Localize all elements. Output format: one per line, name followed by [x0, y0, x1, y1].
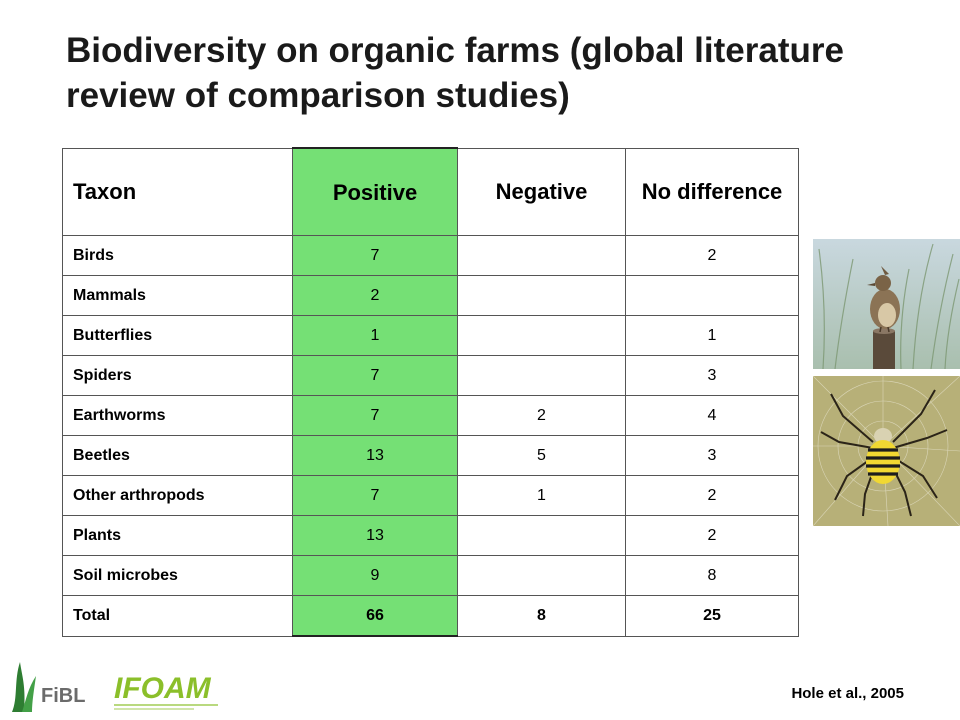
- fibl-logo: FiBL: [8, 658, 92, 714]
- table-row: Soil microbes 9 8: [62, 555, 799, 596]
- negative-cell: [457, 355, 626, 396]
- no-difference-cell: 2: [625, 515, 799, 556]
- no-difference-cell: 3: [625, 435, 799, 476]
- total-positive: 66: [292, 595, 458, 637]
- citation: Hole et al., 2005: [791, 685, 904, 702]
- no-difference-cell: 8: [625, 555, 799, 596]
- total-negative: 8: [457, 595, 626, 637]
- total-row: Total 66 8 25: [62, 595, 799, 637]
- header-positive: Positive: [292, 147, 458, 236]
- bird-photo: [813, 239, 960, 369]
- positive-cell: 7: [292, 475, 458, 516]
- header-no-difference: No difference: [625, 147, 799, 236]
- negative-cell: 1: [457, 475, 626, 516]
- positive-cell: 7: [292, 235, 458, 276]
- slide-title: Biodiversity on organic farms (global li…: [66, 31, 844, 115]
- negative-cell: [457, 315, 626, 356]
- taxon-cell: Butterflies: [62, 315, 293, 356]
- table-row: Earthworms 7 2 4: [62, 395, 799, 436]
- no-difference-cell: 2: [625, 475, 799, 516]
- no-difference-cell: [625, 275, 799, 316]
- no-difference-cell: 4: [625, 395, 799, 436]
- negative-cell: [457, 555, 626, 596]
- no-difference-cell: 1: [625, 315, 799, 356]
- biodiversity-table: Taxon Positive Negative No difference Bi…: [62, 147, 799, 637]
- negative-cell: 2: [457, 395, 626, 436]
- negative-cell: [457, 515, 626, 556]
- table-row: Other arthropods 7 1 2: [62, 475, 799, 516]
- table-row: Spiders 7 3: [62, 355, 799, 396]
- taxon-cell: Beetles: [62, 435, 293, 476]
- positive-cell: 9: [292, 555, 458, 596]
- header-taxon: Taxon: [62, 147, 293, 236]
- table-row: Mammals 2: [62, 275, 799, 316]
- positive-cell: 1: [292, 315, 458, 356]
- negative-cell: 5: [457, 435, 626, 476]
- taxon-cell: Mammals: [62, 275, 293, 316]
- negative-cell: [457, 235, 626, 276]
- taxon-cell: Earthworms: [62, 395, 293, 436]
- table-row: Plants 13 2: [62, 515, 799, 556]
- taxon-cell: Plants: [62, 515, 293, 556]
- table-header-row: Taxon Positive Negative No difference: [62, 147, 799, 236]
- positive-cell: 13: [292, 515, 458, 556]
- taxon-cell: Spiders: [62, 355, 293, 396]
- table-row: Butterflies 1 1: [62, 315, 799, 356]
- positive-cell: 13: [292, 435, 458, 476]
- negative-cell: [457, 275, 626, 316]
- svg-text:IFOAM: IFOAM: [114, 672, 212, 705]
- svg-text:FiBL: FiBL: [41, 685, 85, 707]
- positive-cell: 7: [292, 395, 458, 436]
- no-difference-cell: 2: [625, 235, 799, 276]
- table-row: Beetles 13 5 3: [62, 435, 799, 476]
- taxon-cell: Birds: [62, 235, 293, 276]
- header-negative: Negative: [457, 147, 626, 236]
- taxon-cell: Other arthropods: [62, 475, 293, 516]
- positive-cell: 2: [292, 275, 458, 316]
- taxon-cell: Soil microbes: [62, 555, 293, 596]
- total-no-difference: 25: [625, 595, 799, 637]
- total-label: Total: [62, 595, 293, 637]
- spider-photo: [813, 376, 960, 526]
- positive-cell: 7: [292, 355, 458, 396]
- no-difference-cell: 3: [625, 355, 799, 396]
- ifoam-logo: IFOAM: [112, 666, 222, 714]
- table-row: Birds 7 2: [62, 235, 799, 276]
